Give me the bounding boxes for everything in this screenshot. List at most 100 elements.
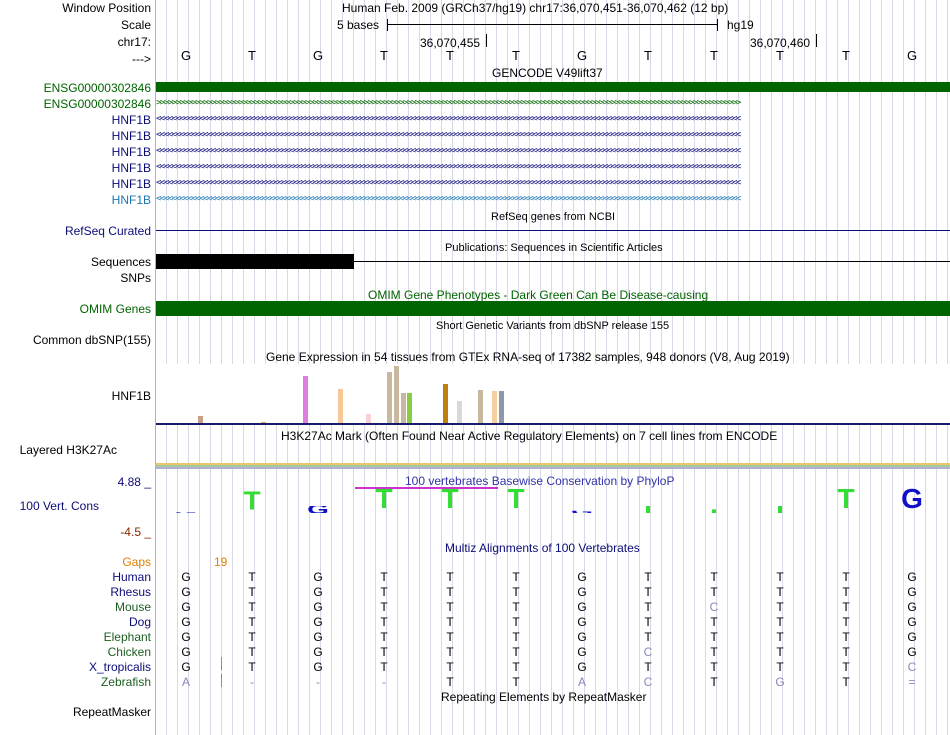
hnf1b-transcript-5[interactable]: <<<<<<<<<<<<<<<<<<<<<<<<<<<<<<<<<<<<<<<<… <box>156 179 741 188</box>
alignment-base: T <box>644 660 652 674</box>
label-hnf1b-2[interactable]: HNF1B <box>111 129 151 143</box>
reference-base: G <box>312 48 324 63</box>
label-species-mouse[interactable]: Mouse <box>114 600 151 614</box>
alignment-base: T <box>512 585 520 599</box>
alignment-base: G <box>907 585 917 599</box>
label-strand-arrow[interactable]: ---> <box>132 52 151 66</box>
label-hnf1b-4[interactable]: HNF1B <box>111 161 151 175</box>
gencode-transcript-1[interactable] <box>156 82 950 92</box>
hnf1b-transcript-4[interactable]: <<<<<<<<<<<<<<<<<<<<<<<<<<<<<<<<<<<<<<<<… <box>156 163 741 172</box>
gtex-tissue-bar[interactable] <box>303 376 308 424</box>
label-snps[interactable]: SNPs <box>120 271 151 285</box>
gencode-transcript-2[interactable]: >>>>>>>>>>>>>>>>>>>>>>>>>>>>>>>>>>>>>>>>… <box>156 99 741 108</box>
label-gaps[interactable]: Gaps <box>122 555 151 569</box>
gtex-tissue-bar[interactable] <box>366 414 371 424</box>
alignment-base: T <box>248 615 256 629</box>
alignment-base: T <box>644 600 652 614</box>
label-chrom[interactable]: chr17: <box>117 35 151 49</box>
label-scale[interactable]: Scale <box>120 18 151 32</box>
gap-marker-x-tropicalis[interactable] <box>221 657 222 670</box>
label-gencode-2[interactable]: ENSG00000302846 <box>43 97 151 111</box>
gencode-track-title: GENCODE V49lift37 <box>492 66 603 80</box>
label-species-chicken[interactable]: Chicken <box>107 645 151 659</box>
alignment-base: G <box>907 630 917 644</box>
label-species-rhesus[interactable]: Rhesus <box>110 585 151 599</box>
omim-gene-bar[interactable] <box>156 301 950 316</box>
gtex-tissue-bar[interactable] <box>394 366 399 424</box>
label-refseq-curated[interactable]: RefSeq Curated <box>64 224 151 238</box>
gap-marker-zebrafish[interactable] <box>221 674 222 687</box>
hnf1b-transcript-1[interactable]: <<<<<<<<<<<<<<<<<<<<<<<<<<<<<<<<<<<<<<<<… <box>156 115 741 124</box>
alignment-base: T <box>644 570 652 584</box>
h3k27ac-signal-2[interactable] <box>156 465 950 467</box>
label-gencode-1[interactable]: ENSG00000302846 <box>43 81 151 95</box>
gaps-count[interactable]: 19 <box>214 555 228 569</box>
alignment-base: T <box>446 585 454 599</box>
phylop-base-letter[interactable]: G <box>558 511 606 513</box>
hnf1b-transcript-3[interactable]: <<<<<<<<<<<<<<<<<<<<<<<<<<<<<<<<<<<<<<<<… <box>156 147 741 156</box>
reference-base: T <box>776 48 784 63</box>
phylop-base-letter[interactable]: T <box>837 485 855 513</box>
label-species-human[interactable]: Human <box>112 570 151 584</box>
label-species-dog[interactable]: Dog <box>128 615 151 629</box>
gtex-tissue-bar[interactable] <box>492 391 497 424</box>
alignment-base: T <box>380 660 388 674</box>
publication-sequence-line[interactable] <box>354 261 950 262</box>
label-hnf1b-1[interactable]: HNF1B <box>111 113 151 127</box>
alignment-base: T <box>776 645 784 659</box>
label-common-dbsnp[interactable]: Common dbSNP(155) <box>32 333 151 347</box>
refseq-curated-line[interactable] <box>156 230 950 231</box>
label-sequences[interactable]: Sequences <box>90 255 151 269</box>
label-hnf1b-6[interactable]: HNF1B <box>111 193 151 207</box>
phylop-base-letter[interactable]: T <box>507 485 525 513</box>
gtex-tissue-bar[interactable] <box>478 390 483 424</box>
gtex-tissue-bar[interactable] <box>407 393 412 424</box>
phylop-base-letter[interactable]: T <box>756 506 804 513</box>
phylop-base-letter[interactable]: G <box>162 512 210 513</box>
phylop-base-letter[interactable]: T <box>624 506 672 513</box>
alignment-base: T <box>380 615 388 629</box>
phylop-base-letter[interactable]: T <box>243 488 261 513</box>
scale-bar-right-tick <box>717 19 718 31</box>
hnf1b-transcript-6[interactable]: <<<<<<<<<<<<<<<<<<<<<<<<<<<<<<<<<<<<<<<<… <box>156 195 741 204</box>
label-layered-h3k27ac[interactable]: Layered H3K27Ac <box>19 443 117 457</box>
alignment-base: T <box>380 585 388 599</box>
gtex-track-title: Gene Expression in 54 tissues from GTEx … <box>266 350 790 364</box>
label-window-position[interactable]: Window Position <box>62 1 151 15</box>
publication-sequence-block[interactable] <box>156 254 354 269</box>
alignment-base: T <box>380 600 388 614</box>
gtex-tissue-bar[interactable] <box>401 393 406 424</box>
label-omim-genes[interactable]: OMIM Genes <box>79 302 151 316</box>
alignment-base: T <box>446 675 454 689</box>
alignment-base: T <box>446 615 454 629</box>
h3k27ac-signal-1[interactable] <box>156 463 950 465</box>
gtex-tissue-bar[interactable] <box>457 401 462 424</box>
scale-db-text: hg19 <box>727 18 754 32</box>
phylop-base-letter[interactable]: T <box>441 485 459 513</box>
h3k27ac-track-title: H3K27Ac Mark (Often Found Near Active Re… <box>281 429 778 443</box>
h3k27ac-signal-3[interactable] <box>156 467 950 469</box>
phylop-base-letter[interactable]: G <box>294 506 342 513</box>
label-species-elephant[interactable]: Elephant <box>103 630 151 644</box>
phylop-base-letter[interactable]: G <box>901 485 923 513</box>
alignment-base: T <box>380 630 388 644</box>
label-cons-max: 4.88 _ <box>117 475 151 489</box>
hnf1b-transcript-2[interactable]: <<<<<<<<<<<<<<<<<<<<<<<<<<<<<<<<<<<<<<<<… <box>156 131 741 140</box>
alignment-base: G <box>181 570 191 584</box>
label-hnf1b-3[interactable]: HNF1B <box>111 145 151 159</box>
label-hnf1b-5[interactable]: HNF1B <box>111 177 151 191</box>
label-species-zebrafish[interactable]: Zebrafish <box>100 675 151 689</box>
track-data-area[interactable]: Human Feb. 2009 (GRCh37/hg19) chr17:36,0… <box>156 0 950 735</box>
gtex-tissue-bar[interactable] <box>198 416 203 424</box>
label-repeatmasker[interactable]: RepeatMasker <box>72 705 151 719</box>
gtex-tissue-bar[interactable] <box>443 384 448 424</box>
gtex-tissue-bar[interactable] <box>387 372 392 424</box>
gtex-expression-panel[interactable] <box>156 364 950 424</box>
gtex-tissue-bar[interactable] <box>499 391 504 424</box>
phylop-base-letter[interactable]: T <box>375 485 393 513</box>
gtex-tissue-bar[interactable] <box>338 389 343 424</box>
label-species-x-tropicalis[interactable]: X_tropicalis <box>88 660 151 674</box>
label-gtex-gene[interactable]: HNF1B <box>111 389 151 403</box>
phylop-base-letter[interactable]: T <box>690 509 738 513</box>
label-100-vert-cons[interactable]: 100 Vert. Cons <box>19 499 99 513</box>
